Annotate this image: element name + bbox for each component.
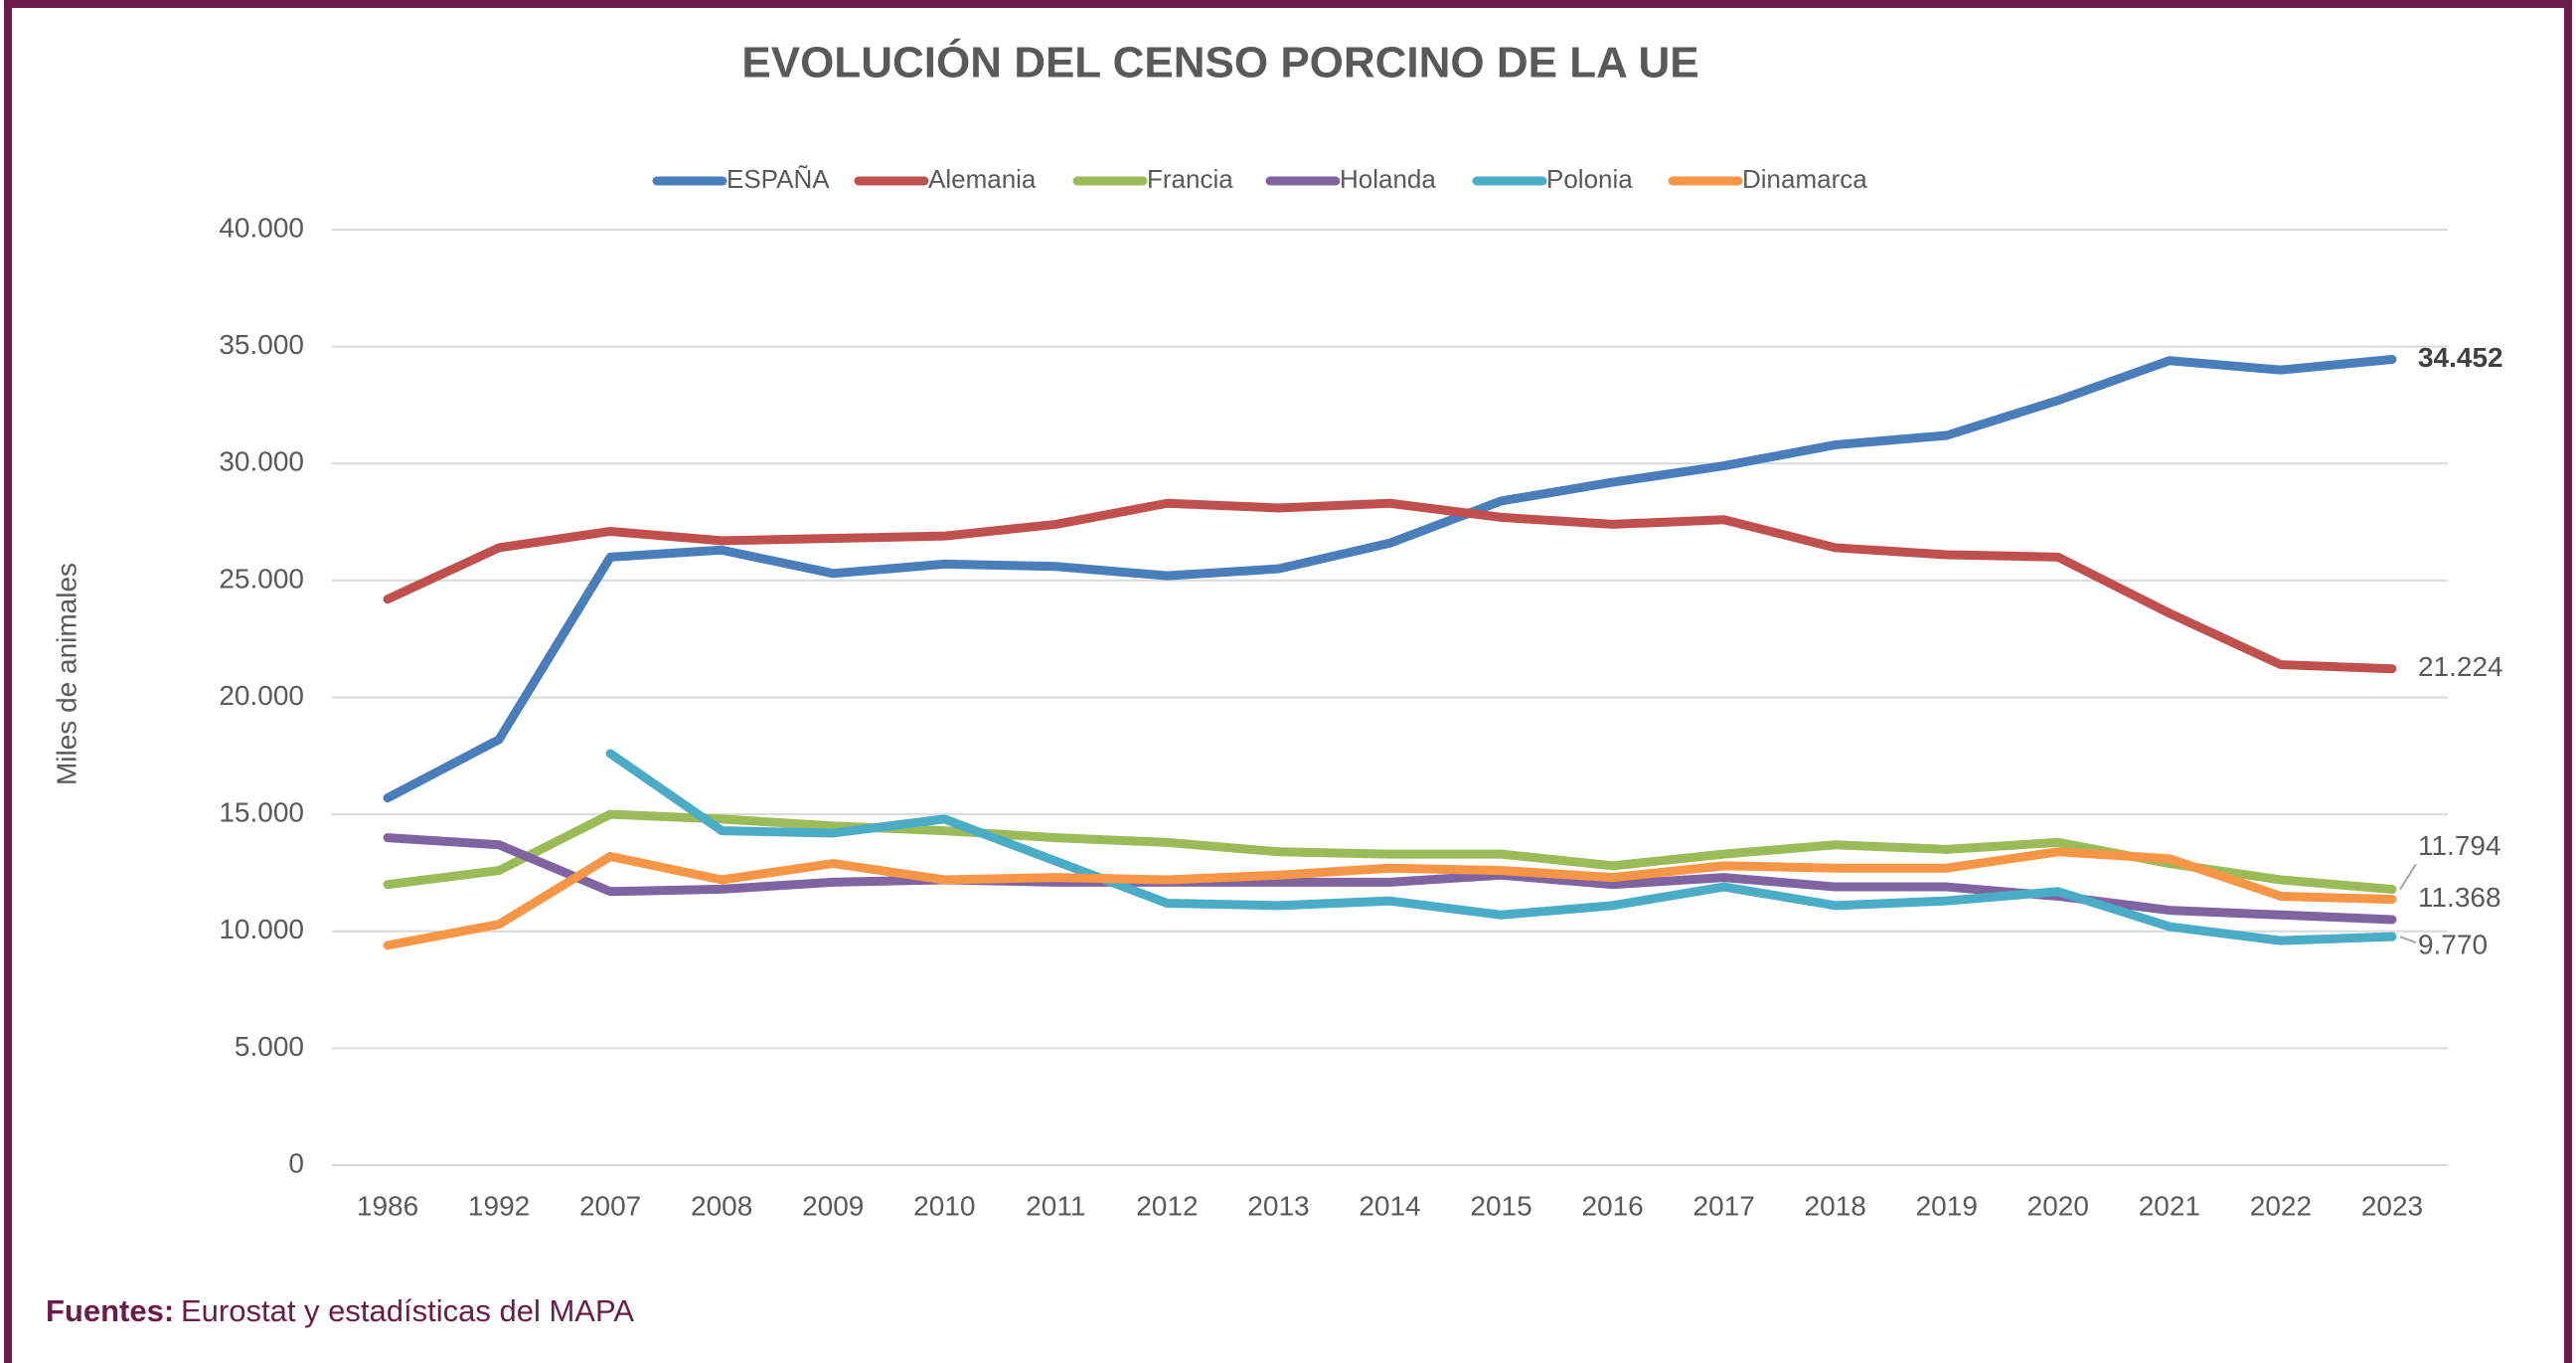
x-tick-label: 2012 [1136,1190,1198,1221]
x-tick-label: 2018 [1805,1190,1866,1221]
x-tick-label: 2015 [1470,1190,1531,1221]
x-tick-label: 2010 [913,1190,975,1221]
data-label: 9.770 [2418,930,2488,960]
y-tick-label: 25.000 [219,563,304,594]
x-tick-label: 2007 [579,1190,641,1221]
series-line [383,847,2397,950]
y-axis-label: Miles de animales [51,563,81,785]
legend-label: Alemania [928,164,1037,194]
legend-label: ESPAÑA [726,164,830,194]
legend-label: Francia [1147,164,1233,194]
source-text: Eurostat y estadísticas del MAPA [181,1293,634,1328]
x-tick-label: 2019 [1916,1190,1978,1221]
data-label: 34.452 [2418,342,2503,373]
leader-line [2399,863,2417,891]
y-tick-label: 10.000 [219,914,304,944]
x-tick-label: 2008 [691,1190,752,1221]
y-tick-label: 30.000 [219,446,304,477]
x-tick-label: 2014 [1359,1190,1420,1221]
legend-label: Polonia [1546,164,1633,194]
series-line [605,749,2397,945]
legend-label: Holanda [1340,164,1436,194]
y-tick-label: 5.000 [235,1031,304,1062]
y-tick-label: 15.000 [219,797,304,828]
x-tick-label: 2020 [2027,1190,2089,1221]
x-tick-label: 2013 [1247,1190,1309,1221]
frame [4,0,2572,1363]
x-tick-label: 2009 [802,1190,864,1221]
data-label: 11.368 [2418,882,2501,913]
x-tick-label: 2016 [1581,1190,1643,1221]
x-tick-label: 2021 [2139,1190,2200,1221]
legend-label: Dinamarca [1742,164,1867,194]
x-tick-label: 2023 [2361,1190,2423,1221]
y-tick-label: 40.000 [219,212,304,243]
series-line [383,355,2397,803]
series-line [383,809,2397,895]
y-tick-label: 35.000 [219,329,304,360]
source-label: Fuentes: [46,1293,174,1328]
x-tick-label: 1986 [357,1190,418,1221]
x-tick-label: 1992 [468,1190,530,1221]
x-tick-label: 2017 [1693,1190,1755,1221]
data-label: 21.224 [2418,651,2503,682]
y-tick-label: 20.000 [219,680,304,711]
x-tick-label: 2022 [2250,1190,2312,1221]
x-tick-label: 2011 [1026,1190,1085,1221]
chart-title: EVOLUCIÓN DEL CENSO PORCINO DE LA UE [741,38,1698,87]
y-tick-label: 0 [288,1147,304,1178]
leader-line [2399,936,2417,944]
series-line [383,498,2397,674]
data-label: 11.794 [2418,830,2501,861]
